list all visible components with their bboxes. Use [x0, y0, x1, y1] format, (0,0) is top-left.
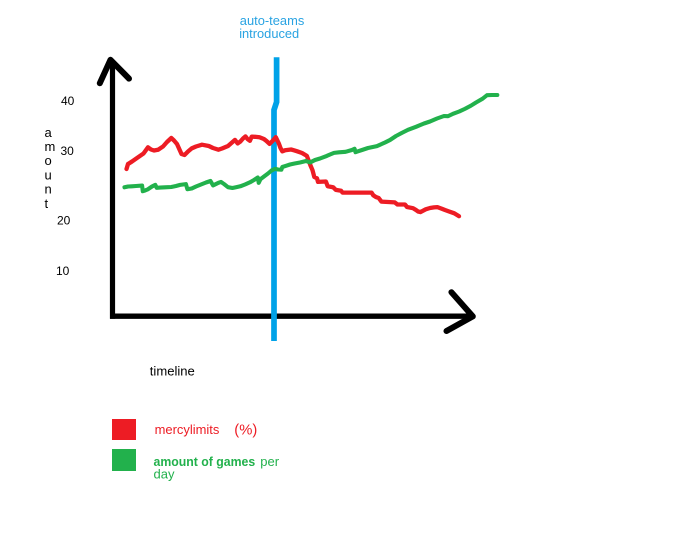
- svg-text:day: day: [154, 467, 175, 482]
- svg-text:amount of games per: amount of games per: [154, 454, 280, 469]
- svg-text:u: u: [45, 167, 52, 182]
- svg-text:t: t: [45, 196, 49, 211]
- svg-text:introduced: introduced: [239, 26, 299, 41]
- svg-text:mercylimits: mercylimits: [155, 422, 220, 437]
- svg-text:40: 40: [61, 94, 75, 108]
- svg-text:20: 20: [57, 214, 71, 228]
- svg-text:auto-teams: auto-teams: [240, 13, 305, 28]
- svg-text:a: a: [45, 125, 53, 140]
- svg-text:10: 10: [56, 264, 70, 278]
- svg-text:n: n: [45, 182, 52, 197]
- svg-text:timeline: timeline: [150, 364, 195, 379]
- svg-text:(%): (%): [234, 422, 257, 439]
- svg-text:m: m: [45, 139, 56, 154]
- svg-text:o: o: [45, 153, 52, 168]
- svg-text:30: 30: [61, 144, 75, 158]
